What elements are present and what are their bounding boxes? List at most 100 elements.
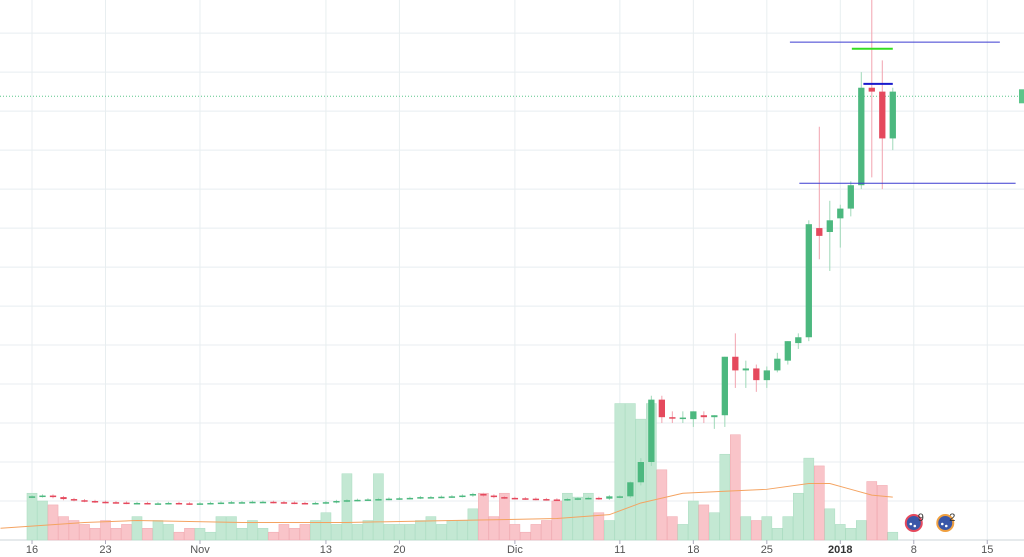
- candle-body: [858, 87, 865, 186]
- event-dot: [940, 522, 944, 526]
- candle-body: [763, 370, 770, 381]
- candle-body: [207, 502, 214, 505]
- candle-body: [175, 502, 183, 505]
- volume-bar: [761, 516, 773, 541]
- volume-bar: [866, 481, 878, 541]
- volume-bar: [58, 516, 69, 541]
- candle-body: [490, 495, 498, 498]
- candle-body: [60, 497, 67, 500]
- event-badge[interactable]: 9: [904, 512, 924, 532]
- candle-body: [616, 496, 624, 498]
- candle-body: [196, 503, 204, 505]
- volume-bar: [131, 516, 143, 541]
- volume-bar: [614, 403, 626, 541]
- candle-body: [322, 502, 330, 504]
- candle-body: [847, 185, 854, 209]
- volume-bar: [68, 520, 80, 541]
- x-tick-label: 11: [614, 544, 625, 556]
- candle-body: [312, 502, 319, 505]
- volume-ma-line: [0, 482, 893, 529]
- candle-body: [249, 501, 256, 504]
- volume-bar: [226, 516, 237, 541]
- volume-bar: [604, 520, 615, 541]
- volume-bar: [362, 520, 374, 541]
- candle-body: [501, 497, 508, 499]
- volume-bar: [299, 524, 311, 541]
- candle-body: [805, 224, 812, 338]
- candle-body: [753, 368, 760, 381]
- x-tick-label: 18: [687, 544, 699, 556]
- volume-bar: [551, 500, 563, 541]
- candle-body: [469, 493, 477, 496]
- candle-body: [280, 502, 288, 504]
- volume-bar: [625, 403, 636, 541]
- volume-bar: [341, 473, 353, 541]
- candle-body: [574, 498, 582, 500]
- candle-body: [816, 228, 823, 236]
- candle-body: [406, 497, 414, 500]
- volume-bar: [677, 524, 689, 541]
- volume-bar: [740, 516, 752, 541]
- candle-body: [679, 417, 686, 420]
- event-dot: [909, 522, 913, 526]
- volume-bar: [772, 528, 783, 541]
- volume-bar: [593, 512, 605, 541]
- volume-bar: [478, 492, 489, 541]
- volume-bar: [121, 524, 132, 541]
- volume-bar: [278, 524, 290, 541]
- volume-bar: [89, 528, 101, 541]
- volume-bar: [698, 504, 710, 541]
- volume-bar: [163, 524, 174, 541]
- candle-body: [102, 501, 109, 504]
- candle-body: [154, 503, 162, 505]
- candle-body: [868, 87, 875, 92]
- event-badge[interactable]: 2: [936, 512, 955, 532]
- volume-bar: [236, 528, 248, 541]
- candle-body: [721, 356, 728, 416]
- volume-bar: [173, 531, 185, 541]
- volume-bar: [110, 528, 122, 541]
- volume-bar: [152, 520, 164, 541]
- candle-body: [585, 497, 592, 500]
- candle-body: [333, 501, 340, 503]
- x-tick-label: 25: [761, 544, 773, 556]
- candle-body: [637, 462, 645, 483]
- candle-body: [81, 500, 88, 502]
- candle-body: [112, 502, 120, 504]
- candle-body: [826, 220, 833, 232]
- candle-body: [238, 502, 246, 504]
- volume-bar: [856, 520, 867, 541]
- volume-bar: [887, 531, 899, 541]
- candle-body: [228, 502, 235, 504]
- event-dot: [913, 524, 917, 528]
- volume-bar: [803, 457, 815, 541]
- candle-body: [784, 341, 791, 361]
- candle-body: [553, 499, 561, 501]
- candle-body: [385, 498, 393, 501]
- candle-body: [144, 502, 151, 505]
- candle-body: [186, 503, 193, 505]
- volume-bar: [310, 520, 321, 541]
- volume-bar: [457, 520, 468, 541]
- candle-body: [438, 496, 445, 499]
- candle-body: [343, 500, 351, 502]
- candle-body: [879, 91, 886, 139]
- volume-bar: [446, 520, 458, 541]
- volume-bar: [719, 453, 731, 541]
- volume-bar: [215, 516, 227, 541]
- candle-body: [774, 358, 781, 371]
- candle-body: [532, 498, 540, 501]
- candle-body: [690, 411, 697, 420]
- candle-body: [49, 495, 57, 498]
- volume-bar: [415, 520, 426, 541]
- price-marker: [1019, 89, 1024, 104]
- volume-bar: [814, 465, 825, 541]
- candle-body: [511, 497, 519, 500]
- volume-bar: [876, 485, 888, 541]
- candle-body: [165, 502, 172, 505]
- x-tick-label: 8: [911, 544, 917, 556]
- volume-bar: [331, 524, 342, 541]
- candle-body: [522, 498, 529, 500]
- volume-bar: [289, 528, 300, 541]
- x-tick-label: 15: [981, 544, 993, 556]
